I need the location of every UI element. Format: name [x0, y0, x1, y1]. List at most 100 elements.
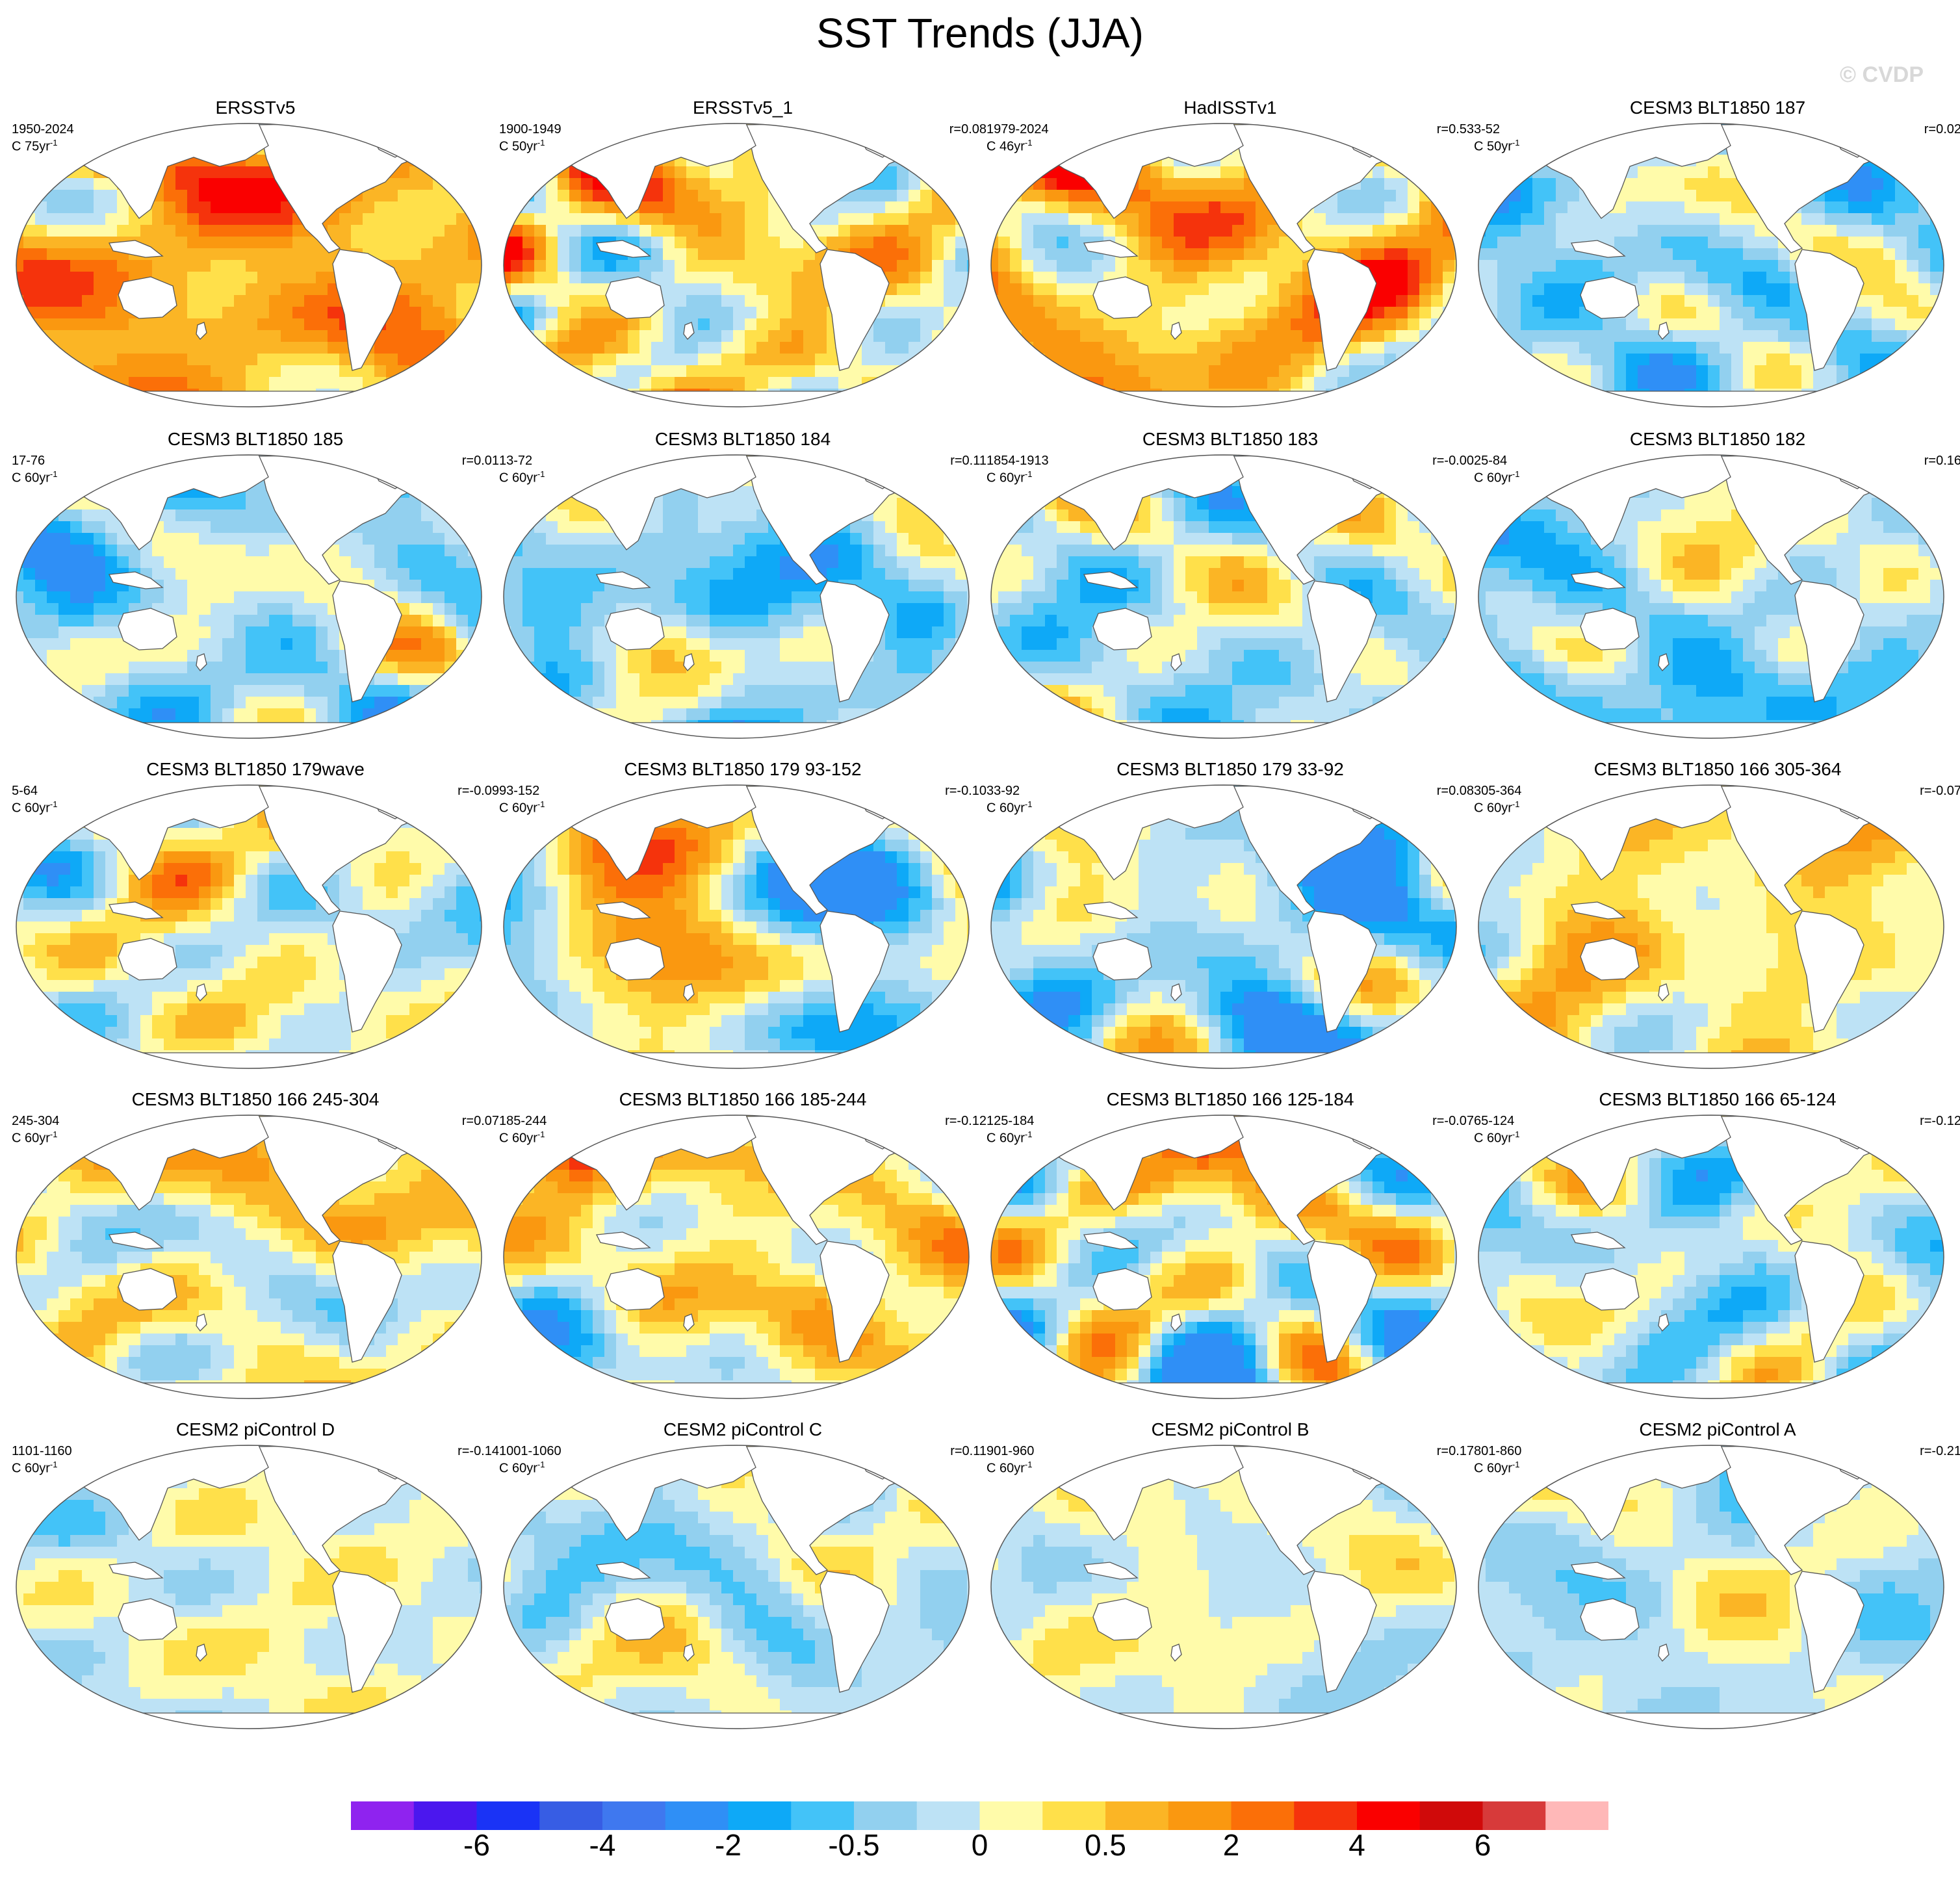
map-outline: [503, 123, 970, 407]
sst-trend-map: [16, 123, 482, 407]
sst-field: [991, 785, 1456, 1068]
sst-trend-map: [1478, 1445, 1944, 1729]
colorbar-swatch: [413, 1801, 477, 1830]
land-maritime-islands: [1570, 240, 1626, 258]
map-outline: [990, 1115, 1457, 1399]
land-antarctica: [55, 391, 443, 407]
panel-period: 93-152: [499, 784, 539, 799]
colorbar-tick-label: 0: [972, 1827, 988, 1863]
land-antarctica: [543, 391, 930, 407]
sst-trend-map: [1478, 1115, 1944, 1399]
map-panel: CESM3 BLT1850 187 3-52 C 50yr-1 r=0.02: [1474, 97, 1960, 416]
map-panel: CESM3 BLT1850 166 185-244 185-244 C 60yr-1…: [499, 1089, 986, 1408]
land-maritime-islands: [108, 901, 164, 920]
land-south-america: [819, 1241, 890, 1363]
sst-trend-map: [16, 784, 482, 1069]
map-outline: [1478, 1115, 1944, 1399]
watermark: © CVDP: [1840, 62, 1924, 88]
sst-field: [16, 455, 482, 738]
land-south-america: [1794, 580, 1864, 703]
panel-title: CESM3 BLT1850 183: [986, 429, 1474, 450]
map-panel: CESM2 piControl A 801-860 C 60yr-1 r=-0.21: [1474, 1419, 1960, 1738]
colorbar-swatch: [854, 1801, 918, 1830]
map-outline: [16, 784, 482, 1069]
land-antarctica: [543, 722, 930, 738]
colorbar-swatch: [1105, 1801, 1169, 1830]
colorbar-swatch: [602, 1801, 666, 1830]
sst-trend-map: [16, 454, 482, 739]
panel-title: CESM3 BLT1850 187: [1474, 97, 1960, 118]
panel-period: 245-304: [12, 1114, 59, 1129]
land-maritime-islands: [595, 240, 651, 258]
sst-field: [504, 123, 969, 407]
map-panel: HadISSTv1 1979-2024 C 46yr-1 r=0.53: [986, 97, 1474, 416]
panel-title: CESM3 BLT1850 166 245-304: [12, 1089, 499, 1110]
colorbar-swatch: [728, 1801, 792, 1830]
land-maritime-islands: [595, 571, 651, 589]
panel-units: C 60yr-1: [986, 469, 1032, 486]
panel-units: C 60yr-1: [12, 1129, 57, 1146]
land-maritime-islands: [1570, 901, 1626, 920]
map-outline: [16, 1445, 482, 1729]
panel-title: CESM3 BLT1850 166 125-184: [986, 1089, 1474, 1110]
land-maritime-islands: [1083, 1231, 1139, 1250]
colorbar-tick-label: -0.5: [828, 1827, 879, 1863]
land-new-zealand: [196, 983, 207, 1001]
land-maritime-islands: [1570, 1231, 1626, 1250]
panel-period: 25-84: [1474, 454, 1507, 469]
land-south-america: [819, 580, 890, 703]
figure-title: SST Trends (JJA): [0, 9, 1960, 57]
land-australia: [1580, 1268, 1640, 1311]
colorbar-swatch: [979, 1801, 1043, 1830]
land-new-zealand: [683, 1644, 695, 1662]
panel-title: CESM2 piControl B: [986, 1419, 1474, 1440]
sst-trend-map: [16, 1115, 482, 1399]
land-antarctica: [1517, 1712, 1905, 1729]
map-outline: [503, 1115, 970, 1399]
map-panel: CESM3 BLT1850 166 305-364 305-364 C 60yr-1…: [1474, 759, 1960, 1077]
land-new-zealand: [683, 983, 695, 1001]
land-australia: [1092, 938, 1152, 981]
land-new-zealand: [196, 1644, 207, 1662]
colorbar-tick-label: -6: [463, 1827, 490, 1863]
land-south-america: [1794, 1571, 1864, 1693]
panel-title: ERSSTv5_1: [499, 97, 986, 118]
panel-pattern-correlation: r=0.11: [950, 1444, 986, 1459]
colorbar-swatch: [665, 1801, 729, 1830]
panel-pattern-correlation: r=-0.21: [1920, 1444, 1960, 1459]
colorbar-swatch: [476, 1801, 540, 1830]
panel-units: C 60yr-1: [1474, 1460, 1519, 1476]
land-antarctica: [1030, 1382, 1417, 1399]
panel-period: 65-124: [1474, 1114, 1514, 1129]
panel-pattern-correlation: r=-0.12: [1920, 1114, 1960, 1129]
panel-pattern-correlation: r=0.02: [1924, 122, 1960, 137]
sst-field: [504, 785, 969, 1068]
panel-units: C 60yr-1: [499, 469, 545, 486]
land-south-america: [1307, 1571, 1377, 1693]
land-australia: [605, 608, 665, 651]
panel-units: C 50yr-1: [499, 138, 545, 155]
sst-trend-map: [503, 454, 970, 739]
map-panel: CESM3 BLT1850 179wave 5-64 C 60yr-1 r=-0.09: [12, 759, 499, 1077]
land-new-zealand: [1658, 983, 1670, 1001]
panel-pattern-correlation: r=-0.12: [945, 1114, 986, 1129]
colorbar-tick-label: 0.5: [1085, 1827, 1126, 1863]
panel-units: C 60yr-1: [12, 799, 57, 816]
panel-title: CESM3 BLT1850 179wave: [12, 759, 499, 780]
colorbar-swatch: [1231, 1801, 1295, 1830]
colorbar-swatch: [1168, 1801, 1231, 1830]
panel-units: C 60yr-1: [986, 1460, 1032, 1476]
land-south-america: [1307, 580, 1377, 703]
land-antarctica: [55, 1052, 443, 1068]
land-australia: [1580, 1598, 1640, 1641]
land-south-america: [332, 910, 402, 1033]
land-maritime-islands: [1083, 571, 1139, 589]
sst-field: [991, 1445, 1456, 1729]
panel-units: C 75yr-1: [12, 138, 57, 155]
land-antarctica: [55, 1382, 443, 1399]
sst-trend-map: [503, 123, 970, 407]
panel-period: 17-76: [12, 454, 45, 469]
map-outline: [503, 784, 970, 1069]
sst-field: [1478, 455, 1944, 738]
panel-units: C 60yr-1: [1474, 469, 1519, 486]
